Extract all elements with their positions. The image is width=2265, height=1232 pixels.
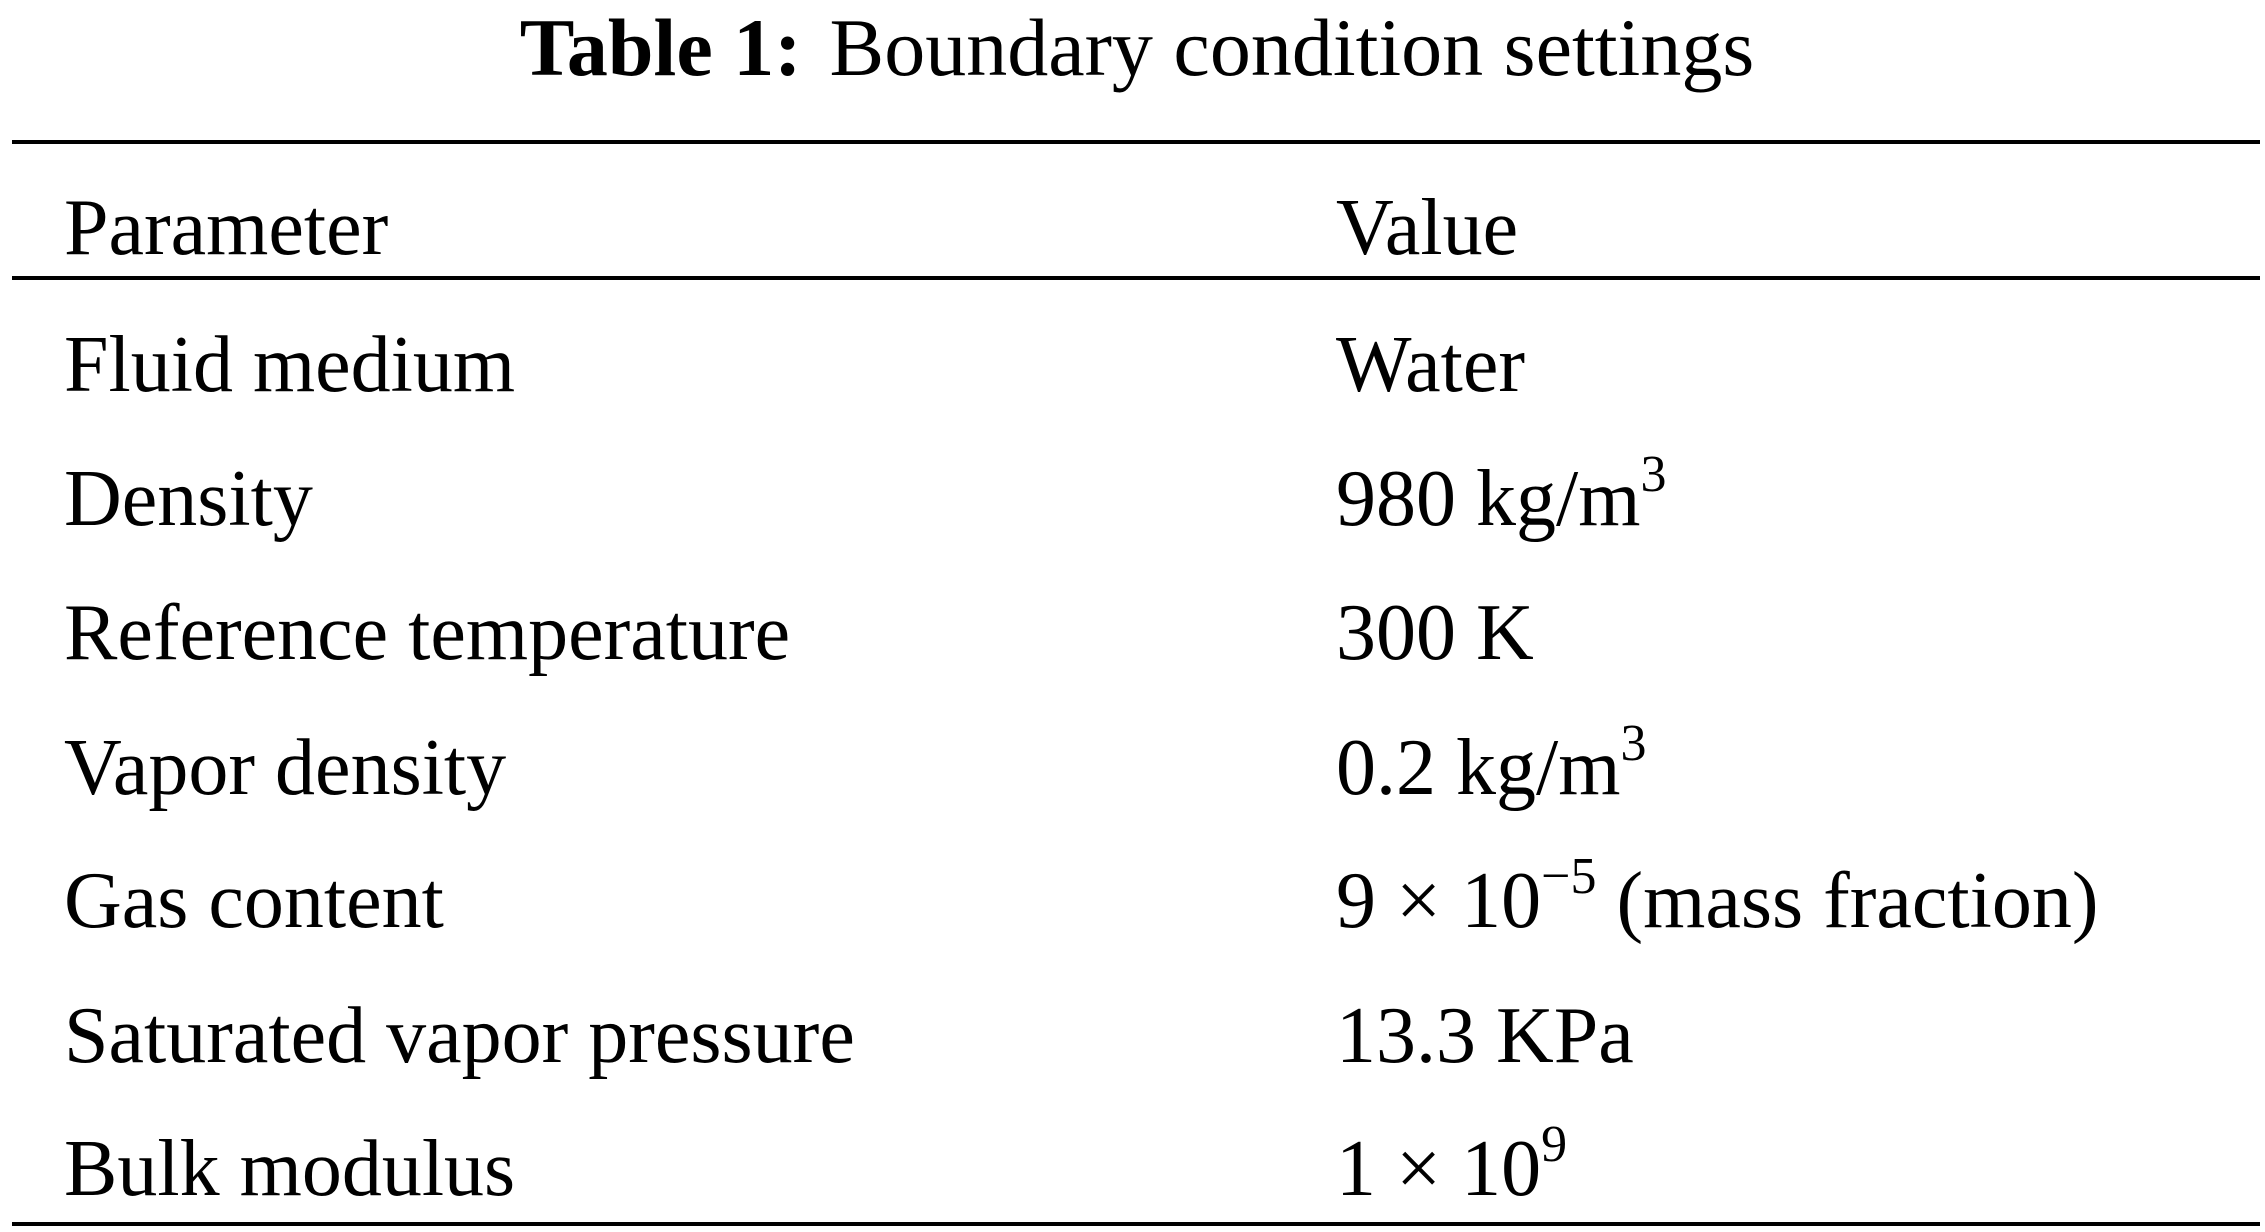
superscript: 3: [1640, 446, 1666, 503]
value-text: 980 kg/m: [1336, 455, 1640, 543]
header-cell: Parameter: [64, 184, 388, 272]
parameter-cell: Saturated vapor pressure: [64, 992, 855, 1080]
parameter-cell: Density: [64, 455, 313, 543]
parameter-cell: Reference temperature: [64, 589, 790, 677]
value-cell: 13.3 KPa: [1336, 992, 1634, 1080]
value-text: 300 K: [1336, 589, 1534, 677]
value-cell: 9 × 10−5 (mass fraction): [1336, 848, 2098, 945]
parameter-cell: Bulk modulus: [64, 1125, 515, 1213]
superscript: 3: [1620, 715, 1646, 772]
value-text: 0.2 kg/m: [1336, 724, 1620, 812]
caption-text: Boundary condition settings: [830, 2, 1755, 93]
value-cell: 980 kg/m3: [1336, 446, 1666, 543]
superscript: 9: [1541, 1116, 1567, 1173]
value-cell: Water: [1336, 321, 1525, 409]
parameter-cell: Vapor density: [64, 724, 506, 812]
caption: Table 1: Boundary condition settings: [520, 2, 1754, 93]
value-text: 9 × 10: [1336, 857, 1541, 945]
value-text: 1 × 10: [1336, 1125, 1541, 1213]
header-cell: Value: [1336, 184, 1518, 272]
value-cell: 1 × 109: [1336, 1116, 1567, 1213]
value-text: (mass fraction): [1596, 857, 2098, 945]
superscript: −5: [1541, 848, 1596, 905]
value-cell: 300 K: [1336, 589, 1534, 677]
value-text: 13.3 KPa: [1336, 992, 1634, 1080]
value-cell: 0.2 kg/m3: [1336, 715, 1646, 812]
parameter-cell: Gas content: [64, 857, 444, 945]
parameter-cell: Fluid medium: [64, 321, 515, 409]
value-text: Water: [1336, 321, 1525, 409]
caption-label: Table 1:: [520, 2, 802, 93]
